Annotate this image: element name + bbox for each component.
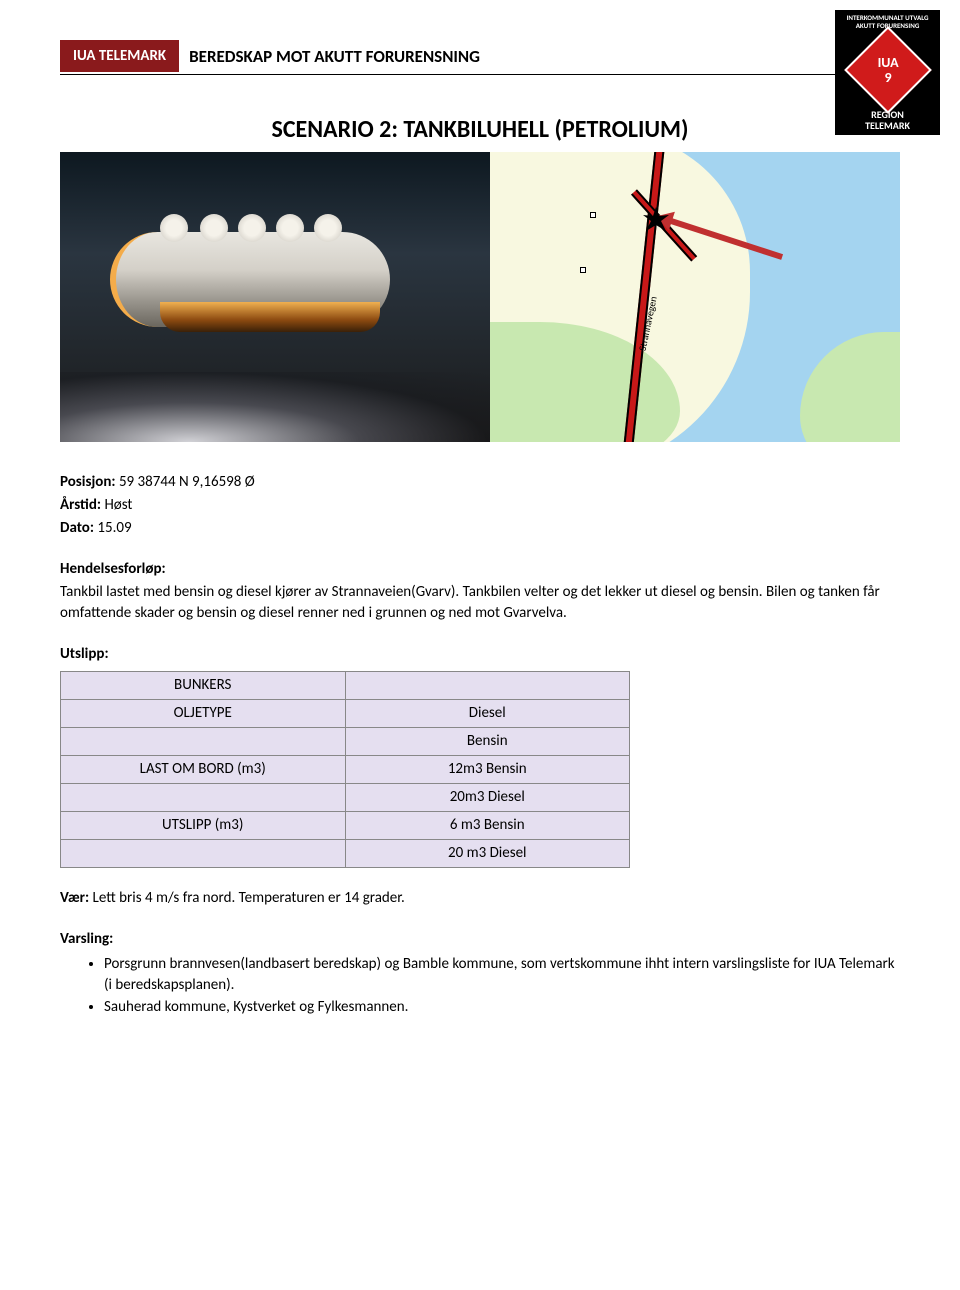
- list-item: Porsgrunn brannvesen(landbasert beredska…: [104, 954, 900, 996]
- varsling-list: Porsgrunn brannvesen(landbasert beredska…: [60, 954, 900, 1018]
- map-marker-icon: [642, 207, 670, 235]
- table-row: OLJETYPEDiesel: [61, 700, 630, 728]
- table-cell: Diesel: [345, 700, 630, 728]
- table-cell: LAST OM BORD (m3): [61, 756, 346, 784]
- table-row: LAST OM BORD (m3)12m3 Bensin: [61, 756, 630, 784]
- logo-diamond: IUA 9: [844, 26, 932, 114]
- hendelse-text: Tankbil lastet med bensin og diesel kjør…: [60, 582, 900, 624]
- table-cell: 20m3 Diesel: [345, 784, 630, 812]
- weather-line: Vær: Lett bris 4 m/s fra nord. Temperatu…: [60, 888, 900, 909]
- table-cell: 20 m3 Diesel: [345, 840, 630, 868]
- iua-badge: IUA TELEMARK: [60, 40, 179, 72]
- table-row: UTSLIPP (m3)6 m3 Bensin: [61, 812, 630, 840]
- photo-tankbil: [60, 152, 490, 442]
- table-cell: [61, 784, 346, 812]
- date-line: Dato: 15.09: [60, 518, 900, 539]
- table-cell: [61, 840, 346, 868]
- table-row: Bensin: [61, 728, 630, 756]
- utslipp-label: Utslipp:: [60, 644, 900, 665]
- hendelse-label: Hendelsesforløp:: [60, 559, 900, 580]
- table-cell: 12m3 Bensin: [345, 756, 630, 784]
- varsling-label: Varsling:: [60, 929, 900, 950]
- season-line: Årstid: Høst: [60, 495, 900, 516]
- table-cell: 6 m3 Bensin: [345, 812, 630, 840]
- position-line: Posisjon: 59 38744 N 9,16598 Ø: [60, 472, 900, 493]
- utslipp-table: BUNKERSOLJETYPEDieselBensinLAST OM BORD …: [60, 671, 630, 868]
- table-cell: [345, 672, 630, 700]
- table-cell: UTSLIPP (m3): [61, 812, 346, 840]
- map-location: Strannavegen: [490, 152, 900, 442]
- header-title: BEREDSKAP MOT AKUTT FORURENSNING: [189, 40, 480, 67]
- table-cell: BUNKERS: [61, 672, 346, 700]
- list-item: Sauherad kommune, Kystverket og Fylkesma…: [104, 997, 900, 1018]
- table-cell: [61, 728, 346, 756]
- region-logo: INTERKOMMUNALT UTVALG AKUTT FORURENSING …: [835, 10, 940, 135]
- table-cell: Bensin: [345, 728, 630, 756]
- table-cell: OLJETYPE: [61, 700, 346, 728]
- scenario-title: SCENARIO 2: TANKBILUHELL (PETROLIUM): [60, 115, 900, 144]
- table-row: 20m3 Diesel: [61, 784, 630, 812]
- table-row: 20 m3 Diesel: [61, 840, 630, 868]
- image-row: Strannavegen: [60, 152, 900, 442]
- table-row: BUNKERS: [61, 672, 630, 700]
- document-header: IUA TELEMARK BEREDSKAP MOT AKUTT FORUREN…: [60, 40, 900, 75]
